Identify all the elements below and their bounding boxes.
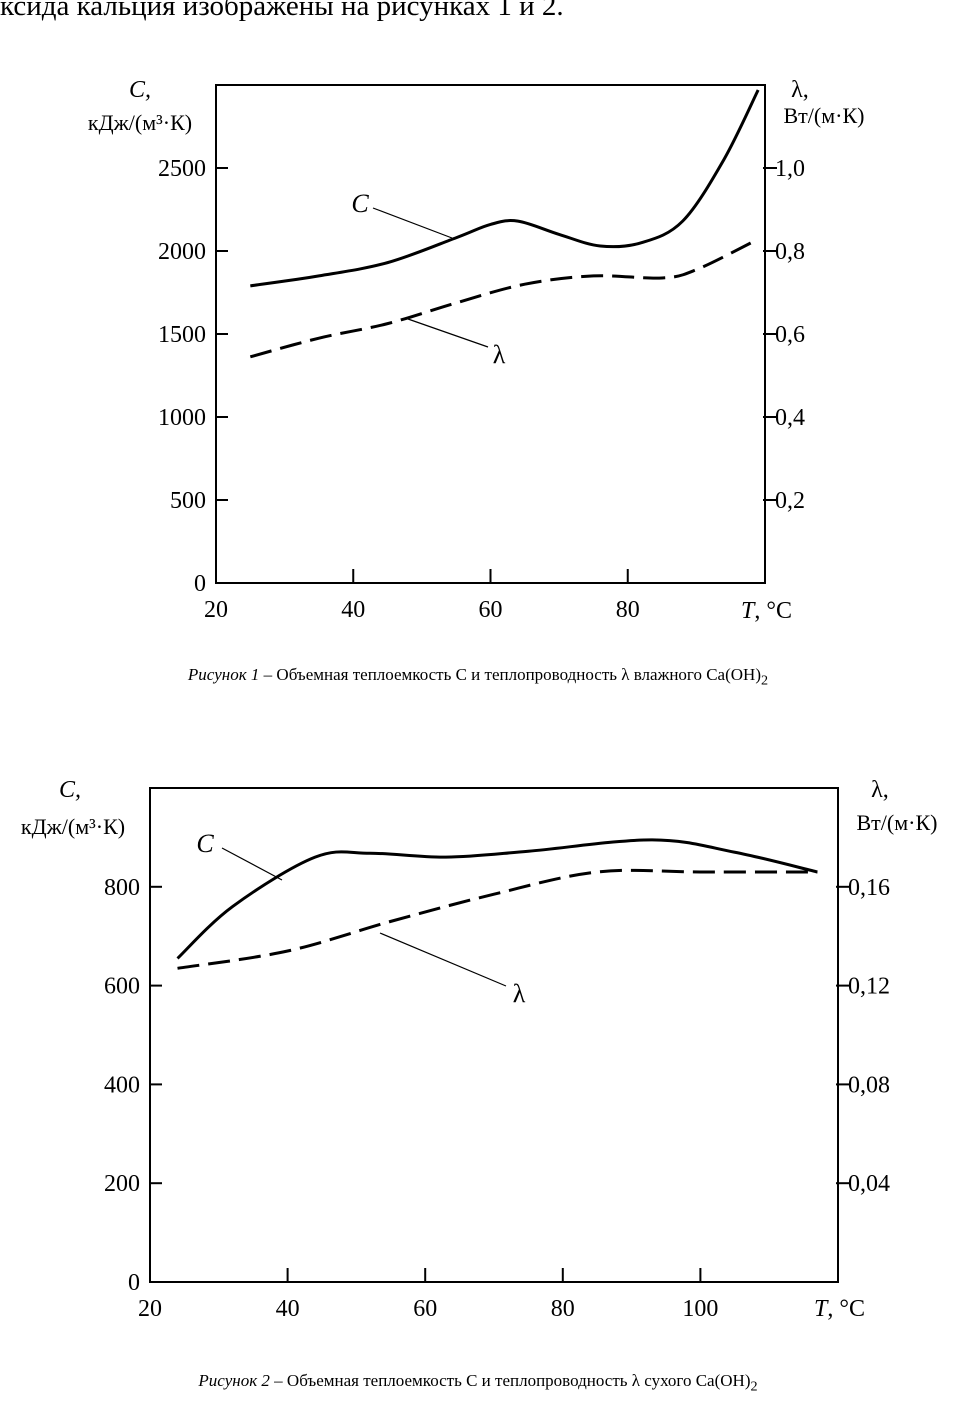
y-right-tick-label: 1,0 (775, 156, 805, 182)
series-callout-line (372, 207, 453, 239)
y-right-tick-label: 0,6 (775, 322, 805, 348)
y-left-tick-label: 0 (194, 571, 206, 597)
figure-2-chart: 20 40 60 80 100 0 200 400 600 800 0,04 0,08 0,12 0,16… (21, 777, 938, 1322)
y-left-tick-label: 500 (170, 488, 206, 514)
y-right-tick-label: 0,08 (848, 1072, 890, 1098)
y-left-tick-label: 800 (104, 875, 140, 901)
series-callout-label: λ (513, 979, 526, 1008)
series-callout-line (379, 932, 507, 987)
y-left-tick-label: 2500 (158, 156, 206, 182)
figure-1-caption: Рисунок 1 – Объемная теплоемкость С и те… (0, 664, 956, 691)
y-left-tick-label: 1000 (158, 405, 206, 431)
y-left-tick-label: 600 (104, 974, 140, 1000)
series-callout-label: C (196, 829, 214, 858)
y-left-axis-label-unit: кДж/(м³·К) (21, 814, 125, 839)
figure-2-caption-prefix: Рисунок 2 (198, 1371, 270, 1390)
y-right-tick-label: 0,16 (848, 875, 890, 901)
x-axis-label: T, °C (741, 598, 792, 624)
y-right-tick-label: 0,8 (775, 239, 805, 265)
figure-1-caption-text: – Объемная теплоемкость С и теплопроводн… (263, 665, 761, 684)
series-callout-label: λ (493, 340, 506, 369)
y-left-tick-label: 2000 (158, 239, 206, 265)
y-left-tick-label: 0 (128, 1270, 140, 1296)
series-callout-line (407, 318, 489, 348)
figure-2-caption-sub: 2 (750, 1378, 758, 1395)
x-tick-label: 80 (616, 597, 640, 623)
y-right-tick-label: 0,2 (775, 488, 805, 514)
series-callout-line (221, 847, 283, 881)
y-right-tick-label: 0,04 (848, 1171, 890, 1197)
y-right-axis-label-unit: Вт/(м·К) (784, 103, 865, 128)
figure-1-caption-sub: 2 (760, 672, 769, 689)
plot-frame (215, 84, 766, 584)
x-tick-label: 100 (682, 1296, 718, 1322)
y-right-axis-label-unit: Вт/(м·К) (857, 810, 938, 835)
y-left-axis-label-symbol: C, (129, 77, 151, 103)
figure-1-chart: 20 40 60 80 0 500 1000 1500 2000 2500 0,2 0,4 0,6 0,8… (88, 77, 865, 624)
x-tick-label: 40 (276, 1296, 300, 1322)
intro-text: ксида кальция изображены на рисунках 1 и… (0, 0, 564, 22)
x-axis-label-unit: , °C (827, 1296, 865, 1322)
x-axis-label: T, °C (814, 1296, 865, 1322)
x-axis-label-unit: , °C (754, 598, 792, 624)
y-left-tick-label: 400 (104, 1072, 140, 1098)
series-line-lambda (249, 241, 752, 359)
y-right-tick-label: 0,4 (775, 405, 805, 431)
series-line-c (250, 89, 760, 288)
plot-frame (149, 787, 839, 1283)
series-line-lambda (177, 868, 818, 970)
figure-2-caption: Рисунок 2 – Объемная теплоемкость С и те… (0, 1370, 956, 1397)
figure-1-caption-prefix: Рисунок 1 (187, 665, 260, 684)
x-tick-label: 20 (138, 1296, 162, 1322)
x-axis-label-var: T (814, 1296, 829, 1322)
series-callout-label: C (351, 189, 369, 218)
x-tick-label: 40 (341, 597, 365, 623)
x-tick-label: 60 (479, 597, 503, 623)
y-right-axis-label-symbol: λ, (871, 777, 889, 803)
x-tick-label: 80 (551, 1296, 575, 1322)
x-tick-label: 60 (413, 1296, 437, 1322)
figure-2-caption-text: – Объемная теплоемкость С и теплопроводн… (274, 1371, 751, 1390)
series-line-c (176, 838, 818, 960)
x-tick-label: 20 (204, 597, 228, 623)
y-left-tick-label: 200 (104, 1171, 140, 1197)
y-right-axis-label-symbol: λ, (791, 77, 809, 103)
y-right-tick-label: 0,12 (848, 974, 890, 1000)
x-axis-label-var: T (741, 598, 756, 624)
y-left-axis-label-unit: кДж/(м³·К) (88, 110, 192, 135)
y-left-axis-label-symbol: C, (59, 777, 81, 803)
y-left-tick-label: 1500 (158, 322, 206, 348)
